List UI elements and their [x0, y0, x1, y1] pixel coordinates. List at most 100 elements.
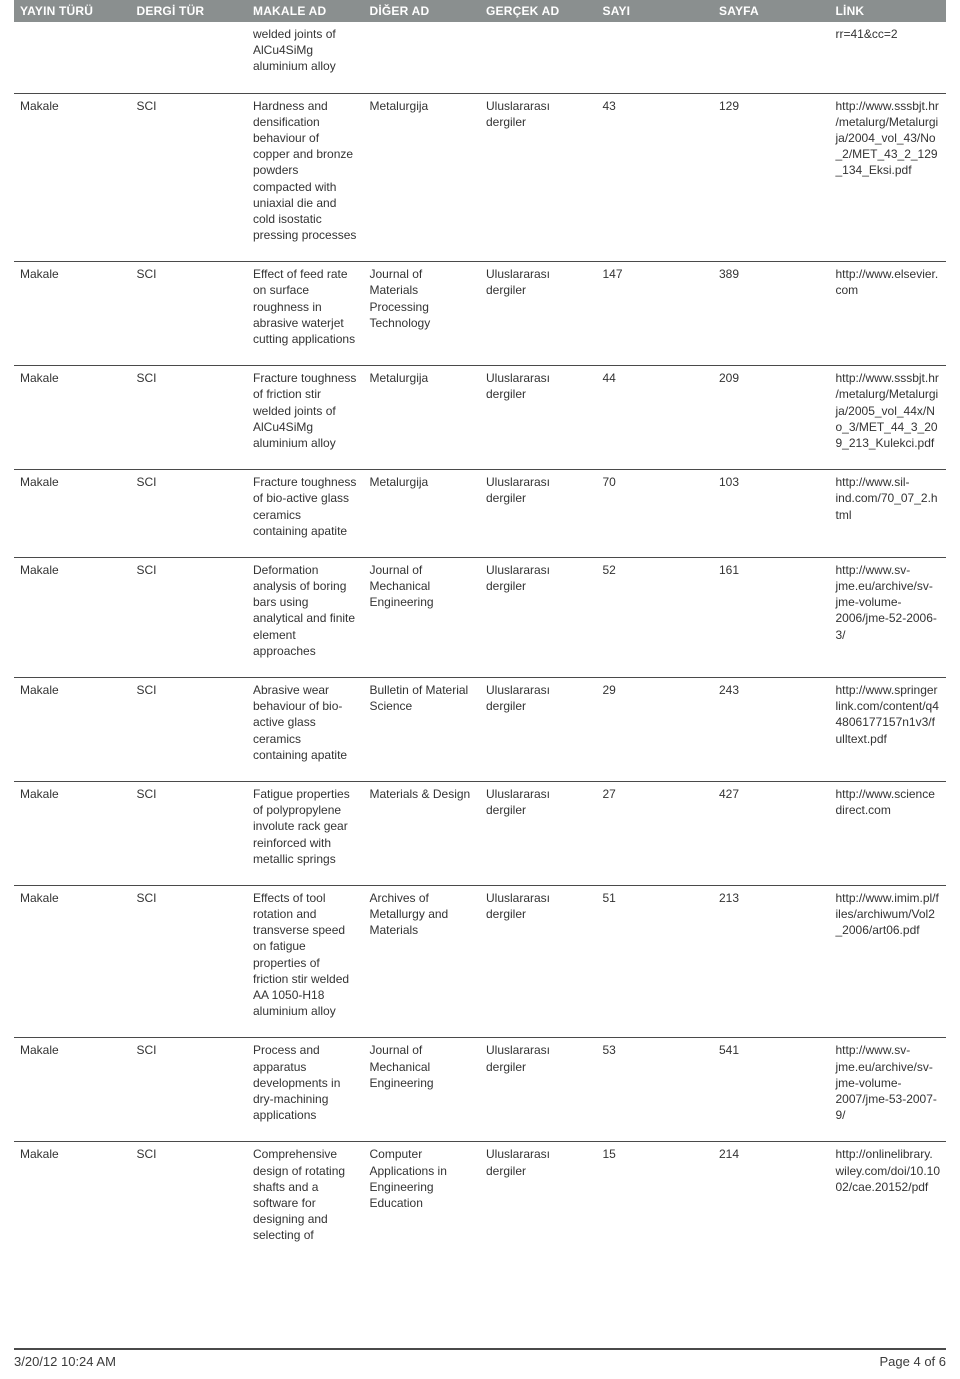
cell-yayin-turu: Makale [14, 366, 131, 470]
cell-sayi: 43 [597, 93, 714, 262]
cell-link: http://www.imim.pl/files/archiwum/Vol2_2… [830, 885, 947, 1038]
col-diger-ad: DİĞER AD [364, 0, 481, 22]
cell-yayin-turu: Makale [14, 470, 131, 558]
cell-dergi-tur: SCI [131, 470, 248, 558]
cell-gercek-ad [480, 22, 597, 93]
table-header-row: YAYIN TÜRÜ DERGİ TÜR MAKALE AD DİĞER AD … [14, 0, 946, 22]
cell-diger-ad: Journal of Mechanical Engineering [364, 1038, 481, 1142]
page: YAYIN TÜRÜ DERGİ TÜR MAKALE AD DİĞER AD … [0, 0, 960, 1379]
table-row: MakaleSCIHardness and densification beha… [14, 93, 946, 262]
cell-dergi-tur: SCI [131, 366, 248, 470]
cell-sayfa: 214 [713, 1142, 830, 1262]
cell-sayi: 53 [597, 1038, 714, 1142]
cell-link: http://www.sssbjt.hr/metalurg/Metalurgij… [830, 366, 947, 470]
cell-diger-ad: Metalurgija [364, 470, 481, 558]
table-row: MakaleSCIEffect of feed rate on surface … [14, 262, 946, 366]
table-row: MakaleSCIComprehensive design of rotatin… [14, 1142, 946, 1262]
cell-yayin-turu: Makale [14, 93, 131, 262]
cell-gercek-ad: Uluslararası dergiler [480, 557, 597, 677]
cell-diger-ad [364, 22, 481, 93]
cell-link: http://www.elsevier.com [830, 262, 947, 366]
table-row: MakaleSCIAbrasive wear behaviour of bio-… [14, 678, 946, 782]
cell-makale-ad: Comprehensive design of rotating shafts … [247, 1142, 364, 1262]
cell-sayfa [713, 22, 830, 93]
cell-link: http://onlinelibrary.wiley.com/doi/10.10… [830, 1142, 947, 1262]
cell-sayfa: 213 [713, 885, 830, 1038]
cell-dergi-tur: SCI [131, 262, 248, 366]
cell-sayfa: 427 [713, 781, 830, 885]
table-row: MakaleSCIDeformation analysis of boring … [14, 557, 946, 677]
cell-sayfa: 389 [713, 262, 830, 366]
cell-gercek-ad: Uluslararası dergiler [480, 470, 597, 558]
cell-dergi-tur: SCI [131, 781, 248, 885]
cell-dergi-tur: SCI [131, 678, 248, 782]
cell-diger-ad: Journal of Materials Processing Technolo… [364, 262, 481, 366]
footer-timestamp: 3/20/12 10:24 AM [14, 1354, 116, 1369]
cell-diger-ad: Metalurgija [364, 366, 481, 470]
cell-makale-ad: Abrasive wear behaviour of bio-active gl… [247, 678, 364, 782]
cell-diger-ad: Journal of Mechanical Engineering [364, 557, 481, 677]
cell-yayin-turu [14, 22, 131, 93]
cell-makale-ad: Process and apparatus developments in dr… [247, 1038, 364, 1142]
cell-sayi: 44 [597, 366, 714, 470]
cell-gercek-ad: Uluslararası dergiler [480, 1142, 597, 1262]
cell-yayin-turu: Makale [14, 781, 131, 885]
cell-dergi-tur: SCI [131, 885, 248, 1038]
cell-makale-ad: Hardness and densification behaviour of … [247, 93, 364, 262]
col-sayi: SAYI [597, 0, 714, 22]
cell-link: http://www.sv-jme.eu/archive/sv-jme-volu… [830, 1038, 947, 1142]
col-yayin-turu: YAYIN TÜRÜ [14, 0, 131, 22]
cell-yayin-turu: Makale [14, 262, 131, 366]
cell-gercek-ad: Uluslararası dergiler [480, 366, 597, 470]
page-footer: 3/20/12 10:24 AM Page 4 of 6 [14, 1348, 946, 1369]
cell-sayi: 147 [597, 262, 714, 366]
footer-page-label: Page 4 of 6 [880, 1354, 947, 1369]
cell-diger-ad: Archives of Metallurgy and Materials [364, 885, 481, 1038]
cell-yayin-turu: Makale [14, 1142, 131, 1262]
cell-yayin-turu: Makale [14, 557, 131, 677]
table-body: welded joints of AlCu4SiMg aluminium all… [14, 22, 946, 1261]
cell-yayin-turu: Makale [14, 678, 131, 782]
col-makale-ad: MAKALE AD [247, 0, 364, 22]
cell-yayin-turu: Makale [14, 1038, 131, 1142]
cell-makale-ad: Fatigue properties of polypropylene invo… [247, 781, 364, 885]
cell-sayi [597, 22, 714, 93]
cell-yayin-turu: Makale [14, 885, 131, 1038]
cell-makale-ad: Effects of tool rotation and transverse … [247, 885, 364, 1038]
cell-sayfa: 541 [713, 1038, 830, 1142]
cell-link: http://www.sciencedirect.com [830, 781, 947, 885]
col-sayfa: SAYFA [713, 0, 830, 22]
cell-makale-ad: Fracture toughness of friction stir weld… [247, 366, 364, 470]
cell-gercek-ad: Uluslararası dergiler [480, 781, 597, 885]
table-row: MakaleSCIFracture toughness of friction … [14, 366, 946, 470]
cell-sayfa: 129 [713, 93, 830, 262]
col-link: LİNK [830, 0, 947, 22]
cell-diger-ad: Metalurgija [364, 93, 481, 262]
cell-sayfa: 209 [713, 366, 830, 470]
cell-dergi-tur: SCI [131, 557, 248, 677]
cell-diger-ad: Bulletin of Material Science [364, 678, 481, 782]
table-row: welded joints of AlCu4SiMg aluminium all… [14, 22, 946, 93]
cell-dergi-tur: SCI [131, 93, 248, 262]
cell-diger-ad: Computer Applications in Engineering Edu… [364, 1142, 481, 1262]
col-dergi-tur: DERGİ TÜR [131, 0, 248, 22]
cell-sayi: 51 [597, 885, 714, 1038]
cell-dergi-tur: SCI [131, 1038, 248, 1142]
cell-makale-ad: Effect of feed rate on surface roughness… [247, 262, 364, 366]
cell-gercek-ad: Uluslararası dergiler [480, 93, 597, 262]
cell-makale-ad: Fracture toughness of bio-active glass c… [247, 470, 364, 558]
cell-sayi: 29 [597, 678, 714, 782]
cell-sayfa: 103 [713, 470, 830, 558]
cell-sayi: 70 [597, 470, 714, 558]
table-row: MakaleSCIProcess and apparatus developme… [14, 1038, 946, 1142]
cell-dergi-tur: SCI [131, 1142, 248, 1262]
cell-sayfa: 161 [713, 557, 830, 677]
cell-link: http://www.sil-ind.com/70_07_2.html [830, 470, 947, 558]
cell-makale-ad: Deformation analysis of boring bars usin… [247, 557, 364, 677]
cell-sayi: 52 [597, 557, 714, 677]
cell-link: http://www.springerlink.com/content/q448… [830, 678, 947, 782]
cell-gercek-ad: Uluslararası dergiler [480, 885, 597, 1038]
cell-link: http://www.sssbjt.hr/metalurg/Metalurgij… [830, 93, 947, 262]
cell-sayi: 27 [597, 781, 714, 885]
table-row: MakaleSCI Fatigue properties of polyprop… [14, 781, 946, 885]
